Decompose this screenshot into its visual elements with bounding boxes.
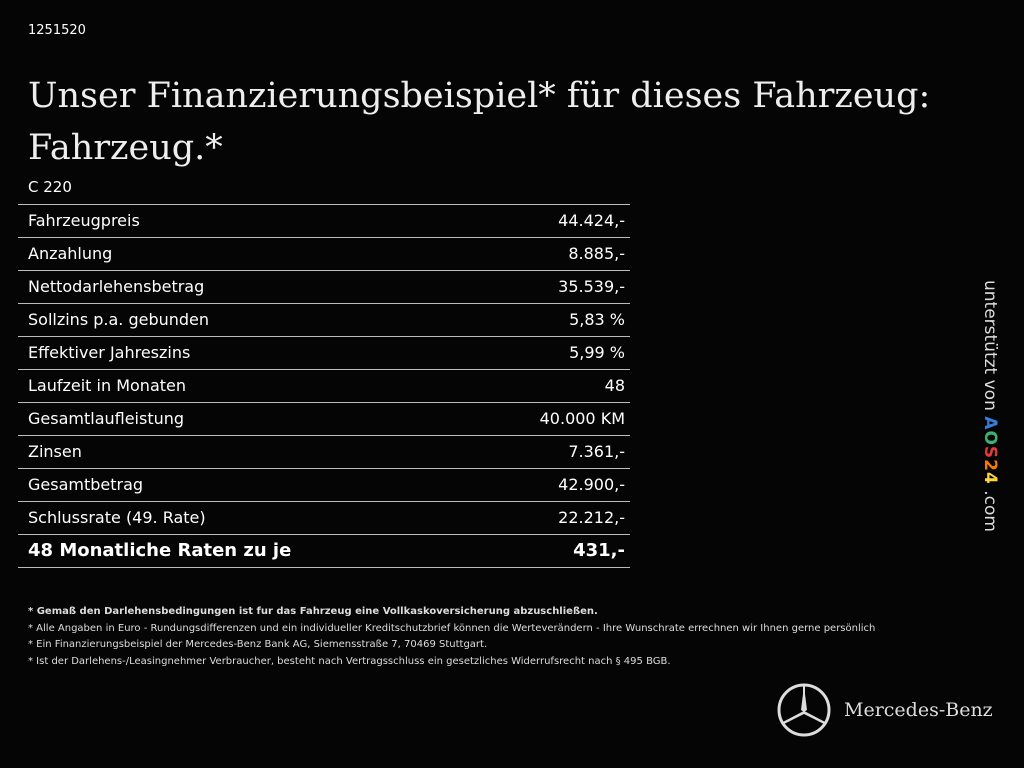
row-label: Effektiver Jahreszins — [28, 343, 191, 362]
footnote: * Ist der Darlehens-/Leasingnehmer Verbr… — [28, 655, 671, 667]
table-row: Zinsen 7.361,- — [18, 436, 630, 469]
table-row: Sollzins p.a. gebunden 5,83 % — [18, 304, 630, 337]
mercedes-logo: Mercedes-Benz — [776, 682, 993, 738]
table-row: 48 Monatliche Raten zu je 431,- — [18, 535, 630, 568]
listing-id: 1251520 — [28, 23, 86, 38]
footnote: * Gemaß den Darlehensbedingungen ist fur… — [28, 606, 598, 617]
table-row: Nettodarlehensbetrag 35.539,- — [18, 271, 630, 304]
row-label: Anzahlung — [28, 244, 113, 263]
row-label: 48 Monatliche Raten zu je — [28, 540, 292, 561]
row-label: Schlussrate (49. Rate) — [28, 508, 206, 527]
row-label: Fahrzeugpreis — [28, 211, 140, 230]
finance-table: Fahrzeugpreis 44.424,- Anzahlung 8.885,- Net… — [18, 204, 630, 568]
aos24-logo: AOS24 — [980, 416, 1000, 485]
row-value: 7.361,- — [568, 442, 625, 461]
page-title: Unser Finanzierungsbeispiel* für dieses … — [28, 76, 931, 168]
table-row: Fahrzeugpreis 44.424,- — [18, 205, 630, 238]
table-row: Schlussrate (49. Rate) 22.212,- — [18, 502, 630, 535]
table-row: Gesamtbetrag 42.900,- — [18, 469, 630, 502]
row-label: Zinsen — [28, 442, 82, 461]
row-value: 5,99 % — [569, 343, 625, 362]
table-row: Laufzeit in Monaten 48 — [18, 370, 630, 403]
row-value: 22.212,- — [558, 508, 625, 527]
table-row: Effektiver Jahreszins 5,99 % — [18, 337, 630, 370]
row-value: 5,83 % — [569, 310, 625, 329]
table-row: Anzahlung 8.885,- — [18, 238, 630, 271]
row-value: 8.885,- — [568, 244, 625, 263]
row-value: 48 — [604, 376, 625, 395]
model-name: C 220 — [28, 178, 72, 196]
footnotes: * Gemaß den Darlehensbedingungen ist fur… — [28, 604, 875, 670]
sponsor-suffix: .com — [980, 484, 1000, 532]
row-label: Gesamtlaufleistung — [28, 409, 185, 428]
table-row: Gesamtlaufleistung 40.000 KM — [18, 403, 630, 436]
row-label: Gesamtbetrag — [28, 475, 144, 494]
brand-name: Mercedes-Benz — [844, 699, 993, 721]
footnote: * Alle Angaben in Euro - Rundungsdiffere… — [28, 622, 876, 634]
row-label: Laufzeit in Monaten — [28, 376, 187, 395]
row-label: Sollzins p.a. gebunden — [28, 310, 210, 329]
footnote: * Ein Finanzierungsbeispiel der Mercedes… — [28, 639, 488, 650]
row-value: 42.900,- — [558, 475, 625, 494]
row-value: 40.000 KM — [539, 409, 625, 428]
sponsor-prefix: unterstützt von — [980, 280, 1000, 417]
row-value: 35.539,- — [558, 277, 625, 296]
row-value: 44.424,- — [558, 211, 625, 230]
row-value: 431,- — [573, 540, 625, 561]
row-label: Nettodarlehensbetrag — [28, 277, 205, 296]
sponsor-text: unterstützt von AOS24 .com — [980, 280, 1000, 532]
mercedes-star-icon — [777, 683, 831, 737]
